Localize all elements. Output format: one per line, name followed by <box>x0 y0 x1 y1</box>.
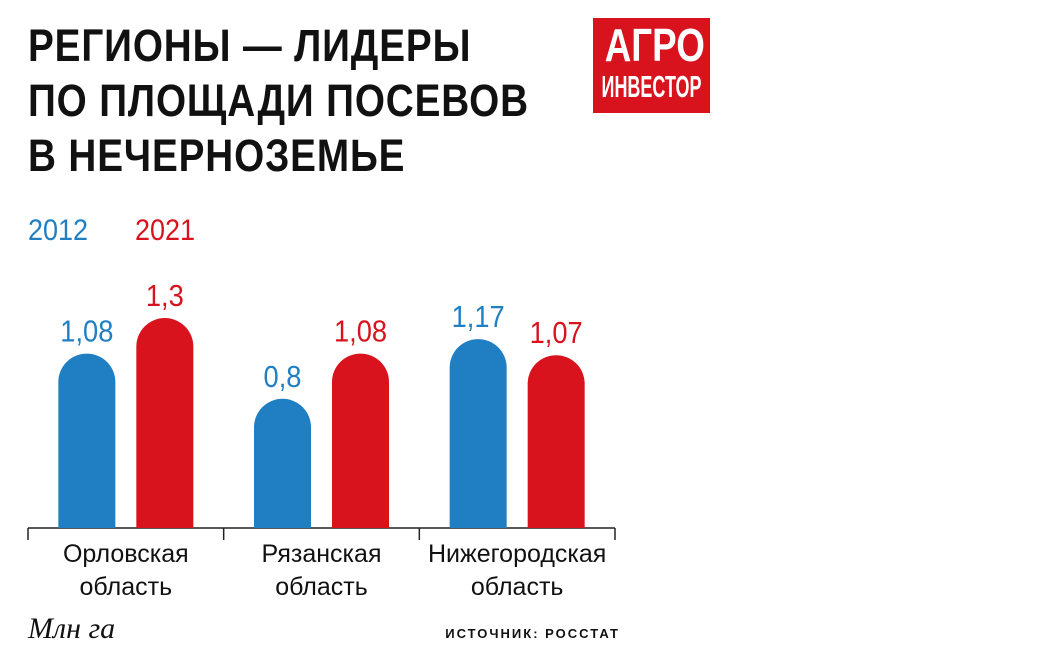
title: РЕГИОНЫ — ЛИДЕРЫ ПО ПЛОЩАДИ ПОСЕВОВ В НЕ… <box>28 18 610 183</box>
legend-label: 2021 <box>135 214 195 248</box>
bar <box>58 353 116 528</box>
title-line: В НЕЧЕРНОЗЕМЬЕ <box>28 130 406 181</box>
bar <box>254 398 311 528</box>
bar <box>449 339 507 528</box>
logo-text: ИНВЕСТОР <box>601 69 702 104</box>
value-label: 1,3 <box>146 280 184 314</box>
bar <box>527 355 585 528</box>
bar <box>136 318 194 528</box>
legend-label: 2012 <box>28 214 88 248</box>
value-label: 1,17 <box>452 301 505 335</box>
source: ИСТОЧНИК: РОССТАТ <box>445 626 620 641</box>
logo: АГРО ИНВЕСТОР <box>593 18 710 113</box>
bar <box>332 353 389 528</box>
value-label: 1,07 <box>530 317 583 351</box>
x-tick-label: Рязанская область <box>261 540 382 601</box>
title-line: ПО ПЛОЩАДИ ПОСЕВОВ <box>28 75 529 126</box>
value-label: 0,8 <box>264 360 302 394</box>
value-label: 1,08 <box>60 315 113 349</box>
x-tick-label: Орловская область <box>62 540 189 601</box>
value-label: 1,08 <box>334 315 387 349</box>
logo-text: АГРО <box>604 19 705 71</box>
title-line: РЕГИОНЫ — ЛИДЕРЫ <box>28 20 472 71</box>
x-tick-label: Нижегородская область <box>427 540 607 601</box>
unit-label: Млн га <box>28 612 116 645</box>
